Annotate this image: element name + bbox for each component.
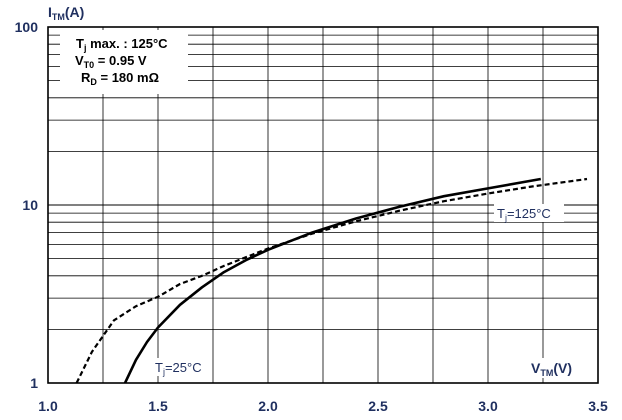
series-line-125c <box>75 177 588 384</box>
x-title-bg <box>528 358 580 378</box>
series-line-25c <box>123 177 542 384</box>
x-tick-label: 3.0 <box>478 398 498 414</box>
x-tick-label: 3.5 <box>588 398 608 414</box>
annotation-line-2: VT0 = 0.95 V <box>75 53 147 70</box>
label-bg-125 <box>494 204 564 222</box>
x-tick-labels: 1.0 1.5 2.0 2.5 3.0 3.5 <box>38 398 608 414</box>
annotation-line-3: RD = 180 mΩ <box>81 70 159 87</box>
x-tick-label: 2.0 <box>258 398 278 414</box>
y-tick-labels: 1 10 100 <box>15 19 39 391</box>
label-bg-25 <box>152 358 210 376</box>
y-tick-label: 1 <box>30 375 38 391</box>
x-tick-label: 1.5 <box>148 398 168 414</box>
x-tick-label: 1.0 <box>38 398 58 414</box>
annotation-box: Tj max. : 125°C VT0 = 0.95 V RD = 180 mΩ <box>60 30 188 94</box>
x-axis-title: VTM(V) <box>531 360 572 378</box>
grid <box>48 27 598 383</box>
y-axis-title: ITM(A) <box>48 4 84 22</box>
series-label-125: Tj=125°C <box>497 206 551 223</box>
x-tick-label: 2.5 <box>368 398 388 414</box>
curves <box>75 177 588 384</box>
plot-border <box>47 26 599 384</box>
y-tick-label: 100 <box>15 19 39 35</box>
y-tick-label: 10 <box>22 197 38 213</box>
annotation-line-1: Tj max. : 125°C <box>76 36 168 53</box>
series-label-25: Tj=25°C <box>155 360 202 377</box>
annotation-background <box>60 30 188 94</box>
